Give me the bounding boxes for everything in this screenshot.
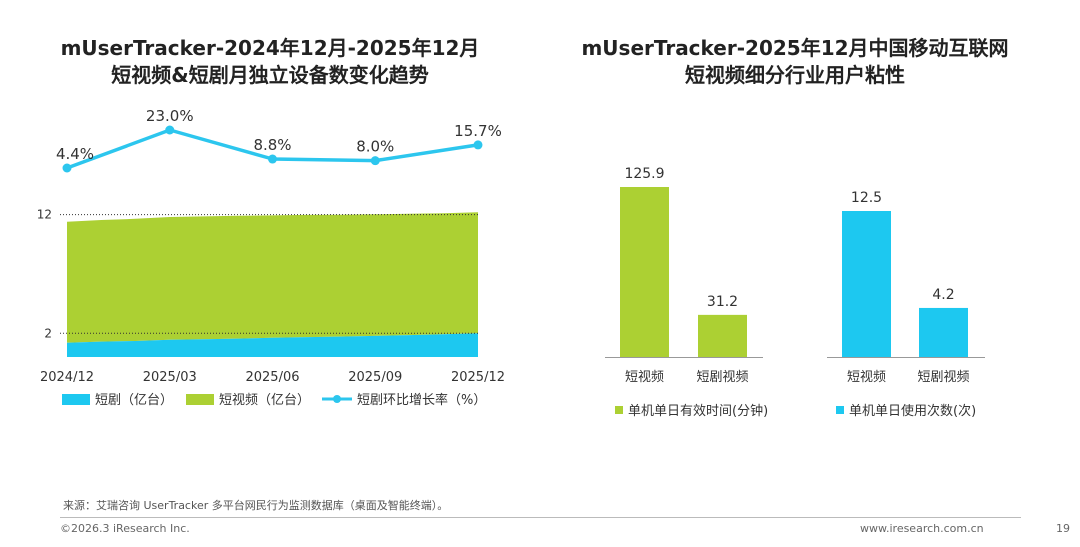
growth-rate-label: 8.0% (356, 138, 394, 156)
growth-rate-label: 8.8% (253, 136, 291, 154)
legend-marker-growth-rate (333, 395, 341, 403)
page-number: 19 (1056, 522, 1070, 535)
website-link[interactable]: www.iresearch.com.cn (860, 522, 984, 535)
bar-value-label: 31.2 (707, 294, 738, 310)
growth-rate-point (268, 154, 277, 164)
bar (842, 211, 891, 357)
y-tick-label: 2 (44, 326, 52, 340)
x-tick-label: 2025/06 (245, 370, 299, 385)
bar (620, 187, 669, 357)
bar (919, 307, 968, 357)
left-chart-title-line1: mUserTracker-2024年12月-2025年12月 (60, 36, 480, 60)
x-tick-label: 2024/12 (40, 370, 94, 385)
bar (698, 314, 747, 357)
y-tick-label: 12 (37, 208, 52, 222)
x-tick-label: 2025/03 (143, 370, 197, 385)
legend-swatch-short-drama (62, 394, 90, 405)
bar-legend-label: 单机单日有效时间(分钟) (628, 403, 768, 419)
growth-rate-label: 15.7% (454, 122, 502, 140)
bar-value-label: 12.5 (851, 190, 882, 206)
growth-rate-point (165, 125, 175, 135)
short-drama-area (67, 333, 478, 357)
legend-label-short-video: 短视频（亿台） (219, 393, 310, 408)
bar-category-label: 短剧视频 (917, 370, 969, 385)
bar-category-label: 短视频 (625, 370, 664, 385)
copyright-text: ©2026.3 iResearch Inc. (60, 522, 190, 535)
growth-rate-point (370, 156, 380, 166)
legend-swatch-short-video (186, 394, 214, 405)
bar-category-label: 短视频 (847, 370, 886, 385)
right-chart-title-line2: 短视频细分行业用户粘性 (685, 63, 905, 87)
growth-rate-label: 4.4% (56, 145, 94, 163)
right-chart-title: mUserTracker-2025年12月中国移动互联网 短视频细分行业用户粘性 (560, 35, 1030, 89)
x-tick-label: 2025/09 (348, 370, 402, 385)
bar-legend-swatch (615, 406, 623, 414)
bar-legend-swatch (836, 406, 844, 414)
short-video-area (67, 212, 478, 343)
bar-category-label: 短剧视频 (696, 370, 748, 385)
bar-legend-label: 单机单日使用次数(次) (849, 403, 976, 419)
growth-rate-point (473, 140, 483, 150)
legend-label-short-drama: 短剧（亿台） (95, 393, 173, 408)
left-chart-title: mUserTracker-2024年12月-2025年12月 短视频&短剧月独立… (20, 35, 520, 89)
growth-rate-label: 23.0% (146, 107, 194, 125)
bar-value-label: 4.2 (932, 287, 954, 303)
footer-divider (60, 517, 1021, 518)
x-tick-label: 2025/12 (451, 370, 505, 385)
source-note: 来源：艾瑞咨询 UserTracker 多平台网民行为监测数据库（桌面及智能终端… (63, 499, 449, 512)
right-chart-title-line1: mUserTracker-2025年12月中国移动互联网 (581, 36, 1009, 60)
growth-rate-point (62, 163, 72, 173)
left-chart-title-line2: 短视频&短剧月独立设备数变化趋势 (111, 63, 429, 87)
legend-label-growth-rate: 短剧环比增长率（%） (357, 392, 486, 408)
bar-value-label: 125.9 (624, 166, 664, 182)
